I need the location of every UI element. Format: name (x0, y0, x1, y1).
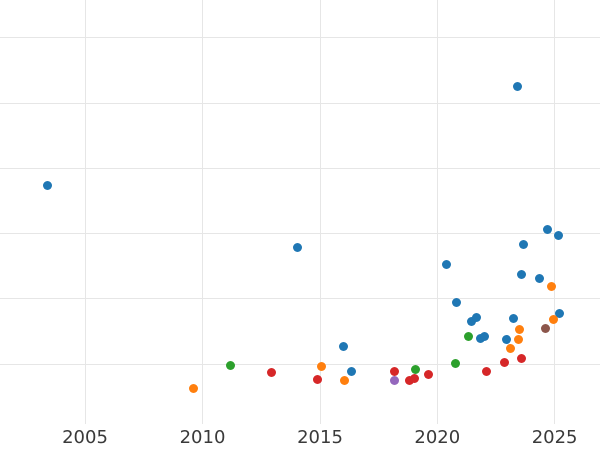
gridline-horizontal (0, 102, 600, 104)
scatter-point-blue (338, 342, 348, 352)
x-tick-label: 2020 (414, 427, 461, 448)
scatter-point-red (313, 374, 323, 384)
x-tick-label: 2025 (531, 427, 578, 448)
gridline-vertical (202, 0, 203, 424)
scatter-point-blue (441, 259, 451, 269)
scatter-point-blue (452, 298, 462, 308)
scatter-point-blue (480, 331, 489, 341)
x-tick-label: 2005 (62, 427, 108, 448)
scatter-point-orange (514, 324, 524, 334)
scatter-point-orange (547, 282, 557, 292)
scatter-point-red (404, 376, 414, 386)
scatter-point-blue (501, 334, 511, 344)
scatter-point-blue (346, 367, 356, 377)
scatter-point-red (267, 368, 277, 378)
scatter-point-blue (542, 224, 552, 234)
scatter-point-green (450, 358, 460, 368)
scatter-point-orange (188, 383, 198, 393)
scatter-point-red (482, 367, 492, 377)
gridline-vertical (436, 0, 438, 424)
scatter-point-blue (508, 313, 518, 323)
scatter-point-blue (517, 270, 527, 280)
scatter-point-red (517, 353, 527, 363)
scatter-point-blue (42, 180, 52, 190)
scatter-point-blue (512, 81, 522, 91)
x-axis: 2005 2010 2015 2020 2025 (0, 427, 600, 450)
scatter-point-orange (339, 376, 349, 386)
scatter-point-red (423, 369, 433, 379)
gridline-horizontal (0, 233, 600, 235)
scatter-point-blue (518, 240, 528, 250)
scatter-point-red (499, 357, 509, 367)
gridline-horizontal (0, 363, 600, 365)
scatter-point-red (409, 373, 419, 383)
scatter-point-blue (553, 231, 563, 241)
gridline-vertical (319, 0, 321, 424)
scatter-point-blue (467, 317, 476, 326)
gridline-vertical (554, 0, 556, 424)
gridline-horizontal (0, 37, 600, 39)
scatter-point-green (225, 360, 235, 370)
scatter-point-red (389, 367, 399, 377)
gridline-vertical (84, 0, 86, 424)
scatter-point-purple (390, 376, 400, 386)
scatter-point-blue (472, 313, 481, 322)
scatter-point-orange (513, 334, 523, 344)
scatter-point-orange (549, 314, 559, 324)
gridline-horizontal (0, 298, 600, 300)
scatter-point-orange (505, 343, 515, 353)
scatter-point-blue (554, 309, 564, 319)
scatter-point-green (410, 364, 420, 374)
gridline-horizontal (0, 167, 600, 169)
scatter-point-brown (541, 323, 551, 333)
scatter-point-orange (317, 362, 327, 372)
scatter-point-green (464, 332, 473, 341)
scatter-point-blue (535, 273, 544, 283)
scatter-point-blue (293, 242, 303, 252)
x-tick-label: 2010 (179, 427, 226, 448)
x-tick-label: 2015 (297, 427, 343, 448)
plot-area (0, 0, 600, 424)
